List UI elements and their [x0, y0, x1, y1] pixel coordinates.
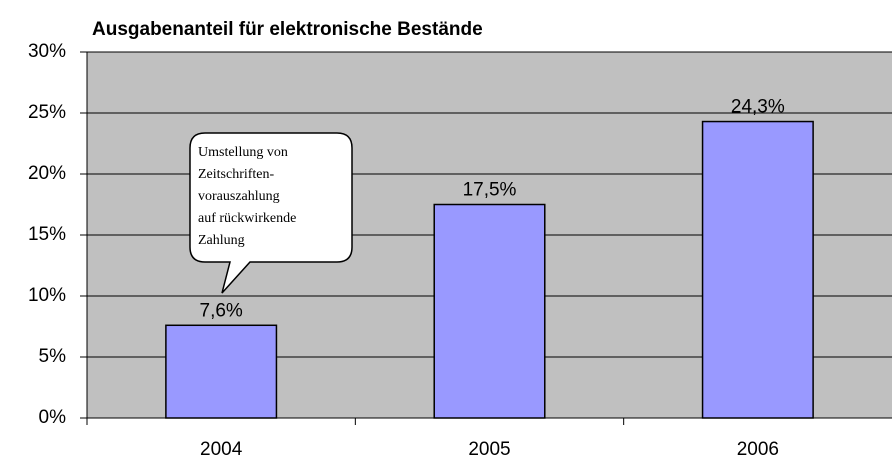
callout-text: Zeitschriften- [198, 167, 275, 182]
y-tick-label: 10% [28, 285, 66, 306]
x-tick-label: 2005 [468, 439, 510, 460]
x-tick-label: 2006 [737, 439, 779, 460]
bar [701, 120, 814, 419]
chart-title: Ausgabenanteil für elektronische Beständ… [92, 19, 483, 40]
y-tick-label: 5% [39, 346, 67, 367]
callout-text: auf rückwirkende [198, 211, 296, 226]
callout-text: Umstellung von [198, 145, 288, 160]
bar [165, 324, 278, 419]
y-tick-label: 30% [28, 41, 66, 62]
callout-text: Zahlung [198, 233, 245, 248]
value-label: 7,6% [200, 300, 243, 321]
y-tick-label: 15% [28, 224, 66, 245]
y-tick-label: 0% [39, 407, 67, 428]
x-tick-label: 2004 [200, 439, 243, 460]
y-tick-label: 20% [28, 163, 66, 184]
value-label: 24,3% [731, 97, 785, 118]
y-tick-label: 25% [28, 102, 66, 123]
callout-text: vorauszahlung [198, 189, 280, 204]
bar [433, 203, 546, 419]
callout-bubble [189, 132, 353, 294]
value-label: 17,5% [463, 180, 517, 201]
